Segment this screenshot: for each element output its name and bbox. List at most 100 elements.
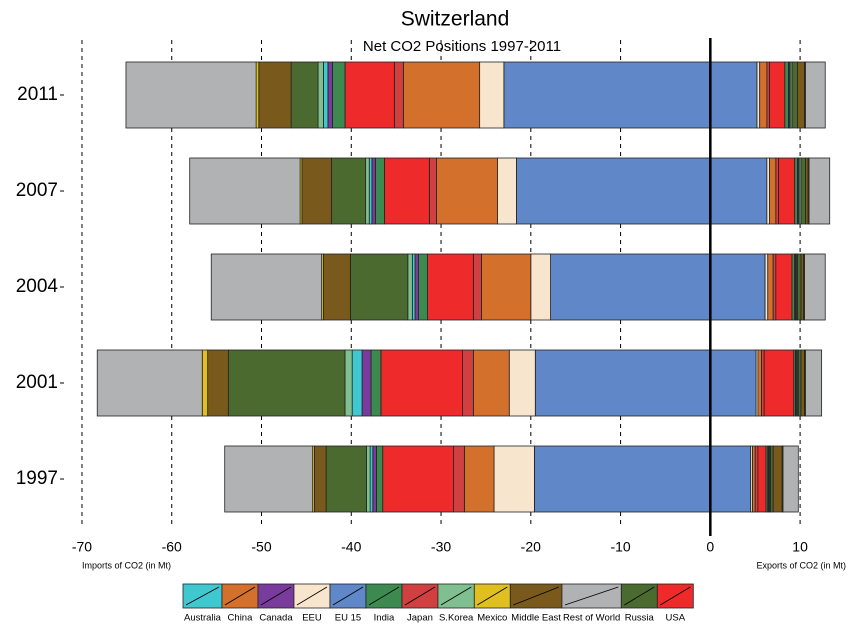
x-axis-label-left: Imports of CO2 (in Mt) [82,560,171,570]
bar-segment [472,253,482,321]
bar-segment [800,349,805,417]
legend-label: Australia [184,613,222,624]
bar-segment [375,157,385,225]
bar-segment [791,61,798,129]
x-tick-label: 0 [706,539,714,555]
bar-segment [407,253,413,321]
bar-segment [479,61,505,129]
bar-segment [530,253,551,321]
bar-segment [332,61,346,129]
bar-segment [797,349,802,417]
bar-segment [376,445,384,513]
y-tick-label: 2007 [16,180,58,201]
bar-segment [207,349,229,417]
legend-label: EEU [302,613,322,624]
legend-slash [477,586,508,606]
bar-segment [371,157,376,225]
bar-segment [784,61,789,129]
bar-segment [370,349,382,417]
bar-segment [497,157,517,225]
bar-segment [766,157,770,225]
x-axis-label-right: Exports of CO2 (in Mt) [756,560,846,570]
legend-slash [513,586,560,606]
bar-segment [761,349,765,417]
bar-segment [351,349,363,417]
legend-slash [185,586,220,606]
bar-segment [767,253,774,321]
legend-slash [260,586,292,606]
bar-segment [201,349,209,417]
bar-segment [361,349,372,417]
bar-segment [775,157,779,225]
y-tick-label: 2004 [16,276,59,297]
x-tick-label: -70 [72,539,92,555]
legend: Australia China Canada EEU EU 15 India Japan S.… [182,583,694,624]
bar-segment [800,253,805,321]
bar-segment [756,61,761,129]
bar-segment [709,349,757,417]
bar-segment [366,445,371,513]
bar-segment [772,445,783,513]
bar-segment [384,157,430,225]
bar-segment [463,445,495,513]
legend-slash [624,586,655,606]
x-tick-label: -30 [431,539,451,555]
bar-segment [794,157,798,225]
x-tick-label: -60 [162,539,182,555]
legend-label: S.Korea [439,613,474,624]
bar-segment [797,61,805,129]
bar-segment [757,445,767,513]
bar-segment [323,61,329,129]
bar-segment [503,61,711,129]
legend-label: Middle East [511,613,561,624]
bar-segment [766,61,770,129]
bar-segment [314,445,327,513]
bar-segment [550,253,711,321]
bar-segment [770,445,774,513]
bar-segment [290,61,319,129]
bar-segment [764,253,769,321]
legend-label: Canada [259,613,293,624]
legend-label: Japan [407,613,433,624]
legend-label: USA [666,613,686,624]
bar-segment [797,253,802,321]
bar-segment [782,445,799,513]
bar-segment [805,349,823,417]
legend-label: China [228,613,254,624]
bar-segment [493,445,535,513]
bar-segment [805,61,826,129]
legend-slash [404,586,436,606]
y-tick-label: 2011 [17,84,58,105]
legend-swatch [182,583,223,609]
bar-segment [436,157,498,225]
bar-segment [805,157,809,225]
bar-segment [382,445,455,513]
bar-segment [508,349,536,417]
legend-label: India [374,613,395,624]
legend-slash [440,586,472,606]
bar-segment [754,445,759,513]
bar-segment [759,61,768,129]
bar-segment [804,253,826,321]
bar-segment [709,61,758,129]
legend-label: Russia [625,613,655,624]
bar-segment [255,61,260,129]
bar-segment [752,445,756,513]
bar-segment [125,61,257,129]
legend-slash [564,586,619,606]
bar-segment [709,445,752,513]
bar-segment [414,253,419,321]
bar-segment [369,445,374,513]
bar-segment [189,157,301,225]
bar-segment [533,445,711,513]
legend-label: Rest of World [563,613,620,624]
x-tick-label: 10 [792,539,808,555]
bar-segment [411,253,416,321]
legend-swatch [561,583,622,609]
legend-label: EU 15 [335,613,361,624]
bar-segment [96,349,203,417]
bar-segment [772,253,777,321]
bar-segment [534,349,711,417]
legend-slash [332,586,364,606]
bar-segment [763,349,795,417]
